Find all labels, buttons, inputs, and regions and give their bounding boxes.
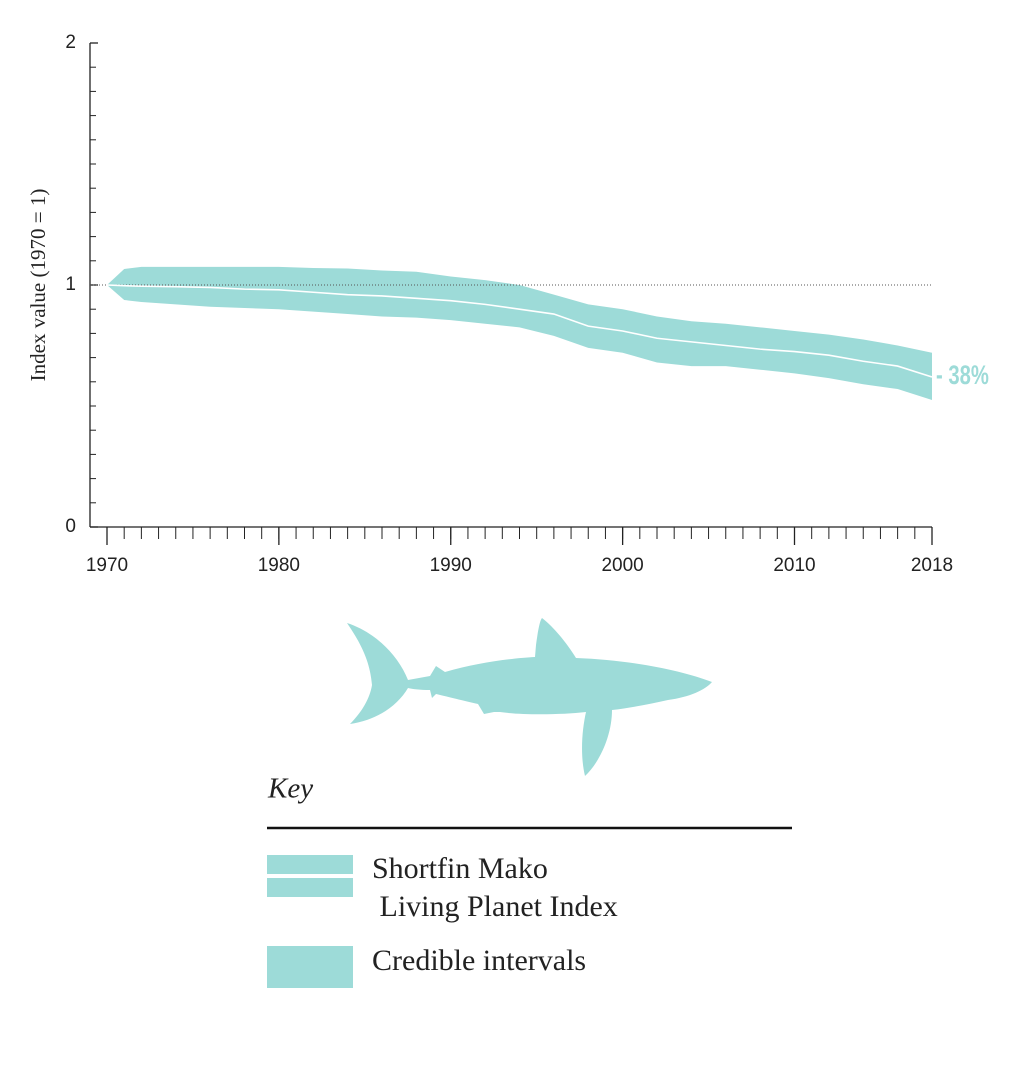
y-tick-label: 0: [65, 516, 76, 537]
x-tick-label: 2018: [911, 555, 953, 576]
end-label: - 38%: [936, 360, 989, 391]
x-tick-label: 1970: [86, 555, 128, 576]
x-tick-label: 1990: [430, 555, 472, 576]
y-axis-label: Index value (1970 = 1): [26, 189, 50, 382]
x-tick-label: 2010: [773, 555, 815, 576]
legend-label: Credible intervals: [372, 944, 587, 977]
legend-swatch: [267, 946, 353, 988]
credible-band: [107, 266, 932, 400]
y-tick-label: 2: [65, 32, 76, 53]
shark-silhouette: [347, 618, 712, 776]
index-line: [106, 284, 933, 378]
x-tick-label: 1980: [258, 555, 300, 576]
x-tick-label: 2000: [601, 555, 643, 576]
y-tick-label: 1: [65, 274, 76, 295]
legend-title: Key: [267, 773, 313, 805]
legend-label: Shortfin Mako Living Planet Index: [372, 852, 618, 923]
